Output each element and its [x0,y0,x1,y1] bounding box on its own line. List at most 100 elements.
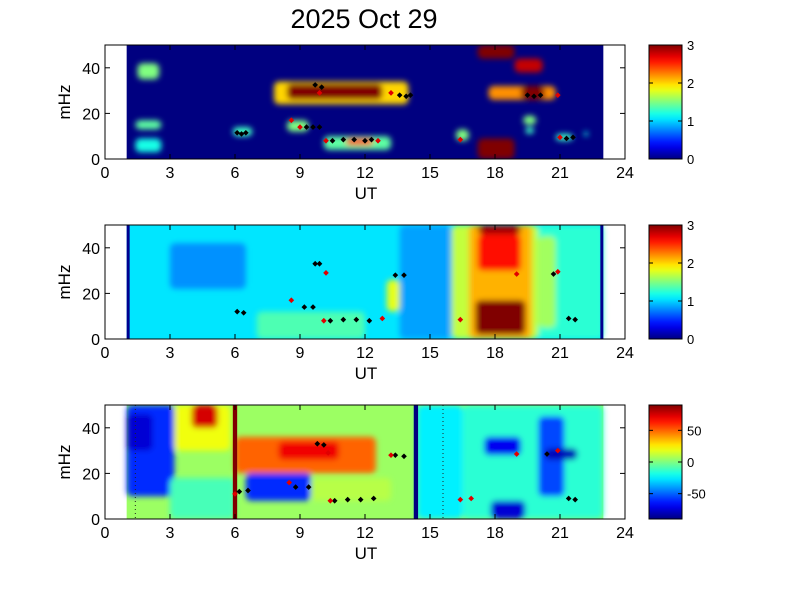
black-marker [236,488,243,495]
black-marker [392,452,399,458]
heatmap-cell [462,405,604,519]
black-marker [327,317,334,324]
black-marker [240,309,247,316]
heatmap-cell [477,45,515,59]
red-marker [457,316,464,323]
red-marker [321,317,327,324]
heatmap-cell [126,414,153,451]
red-marker [557,134,563,141]
heatmap-cell [514,58,543,73]
black-marker [572,316,578,323]
colorbar-bar [648,404,683,520]
heatmap-cell [484,436,521,456]
colorbar-tick-label: 1 [687,114,694,129]
black-marker [565,495,572,502]
black-marker [303,124,310,130]
x-axis-label: UT [355,544,378,563]
black-marker [368,136,375,143]
black-marker [329,137,336,144]
black-marker [234,308,240,315]
heatmap-cell [417,405,463,519]
black-marker [570,134,576,141]
heatmap-cell [525,127,534,134]
heatmap-cell [386,279,400,312]
red-marker [323,137,329,144]
x-tick-label: 15 [421,165,439,182]
black-marker [316,260,323,267]
heatmap-cell [137,63,160,80]
black-marker [312,82,318,88]
x-tick-label: 21 [551,525,569,542]
heatmap-cell [170,243,246,289]
x-tick-label: 3 [166,165,175,182]
x-tick-label: 6 [231,345,240,362]
y-tick-label: 0 [91,512,100,529]
heatmap-area [126,45,604,159]
black-marker [366,317,373,324]
black-marker [351,136,357,143]
heatmap-cell [538,236,556,328]
colorbar: 0 1 2 3 [648,218,694,347]
black-marker [292,484,299,490]
x-tick-label: 0 [101,165,110,182]
red-marker [288,117,295,124]
y-tick-label: 40 [82,421,100,438]
black-marker [314,440,321,447]
heatmap-cell [191,405,218,428]
black-marker [305,484,312,490]
x-tick-label: 3 [166,525,175,542]
red-marker [388,90,394,96]
x-tick-label: 18 [486,525,504,542]
x-tick-label: 12 [356,165,374,182]
x-axis-label: UT [355,184,378,203]
colorbar-tick-label: 2 [687,256,694,271]
y-tick-label: 20 [82,466,100,483]
y-tick-label: 0 [91,332,100,349]
x-tick-label: 18 [486,345,504,362]
colorbar-tick-label: 3 [687,38,694,53]
black-marker [344,496,351,503]
x-tick-label: 12 [356,525,374,542]
x-axis-label: UT [355,364,378,383]
heatmap-cell [490,500,526,519]
colorbar-bar [648,44,683,160]
red-marker [388,452,394,458]
heatmap-cell [477,234,521,271]
black-marker [331,497,338,504]
colorbar-tick-label: 2 [687,76,694,91]
x-tick-label: 6 [231,165,240,182]
black-marker [544,451,550,457]
black-marker [396,92,403,98]
y-tick-label: 40 [82,61,100,78]
red-marker [513,451,520,457]
x-tick-label: 15 [421,525,439,542]
vertical-band [413,405,419,519]
heatmap-cell [583,131,589,137]
black-marker [238,131,245,137]
black-marker [524,92,531,98]
heatmap-cell [135,120,162,130]
black-marker [563,135,570,142]
y-tick-label: 0 [91,152,100,169]
heatmap-cell [278,441,339,460]
black-marker [362,137,368,144]
black-marker [243,129,249,136]
y-axis-label: mHz [55,265,74,300]
colorbar-tick-label: 3 [687,218,694,233]
colorbar-tick-label: 0 [687,152,694,167]
colorbar: -50 0 50 [648,404,706,520]
black-marker [403,93,409,100]
x-tick-label: 9 [296,525,305,542]
black-marker [245,487,251,494]
black-marker [312,260,318,267]
data-edge-right [600,225,604,339]
colorbar-tick-label: 0 [687,455,694,470]
heatmap-cell [544,448,578,460]
black-marker [531,93,537,100]
colorbar-tick-label: 50 [687,423,701,438]
black-marker [392,272,399,278]
black-marker [353,316,360,323]
heatmap-cell [523,115,537,125]
